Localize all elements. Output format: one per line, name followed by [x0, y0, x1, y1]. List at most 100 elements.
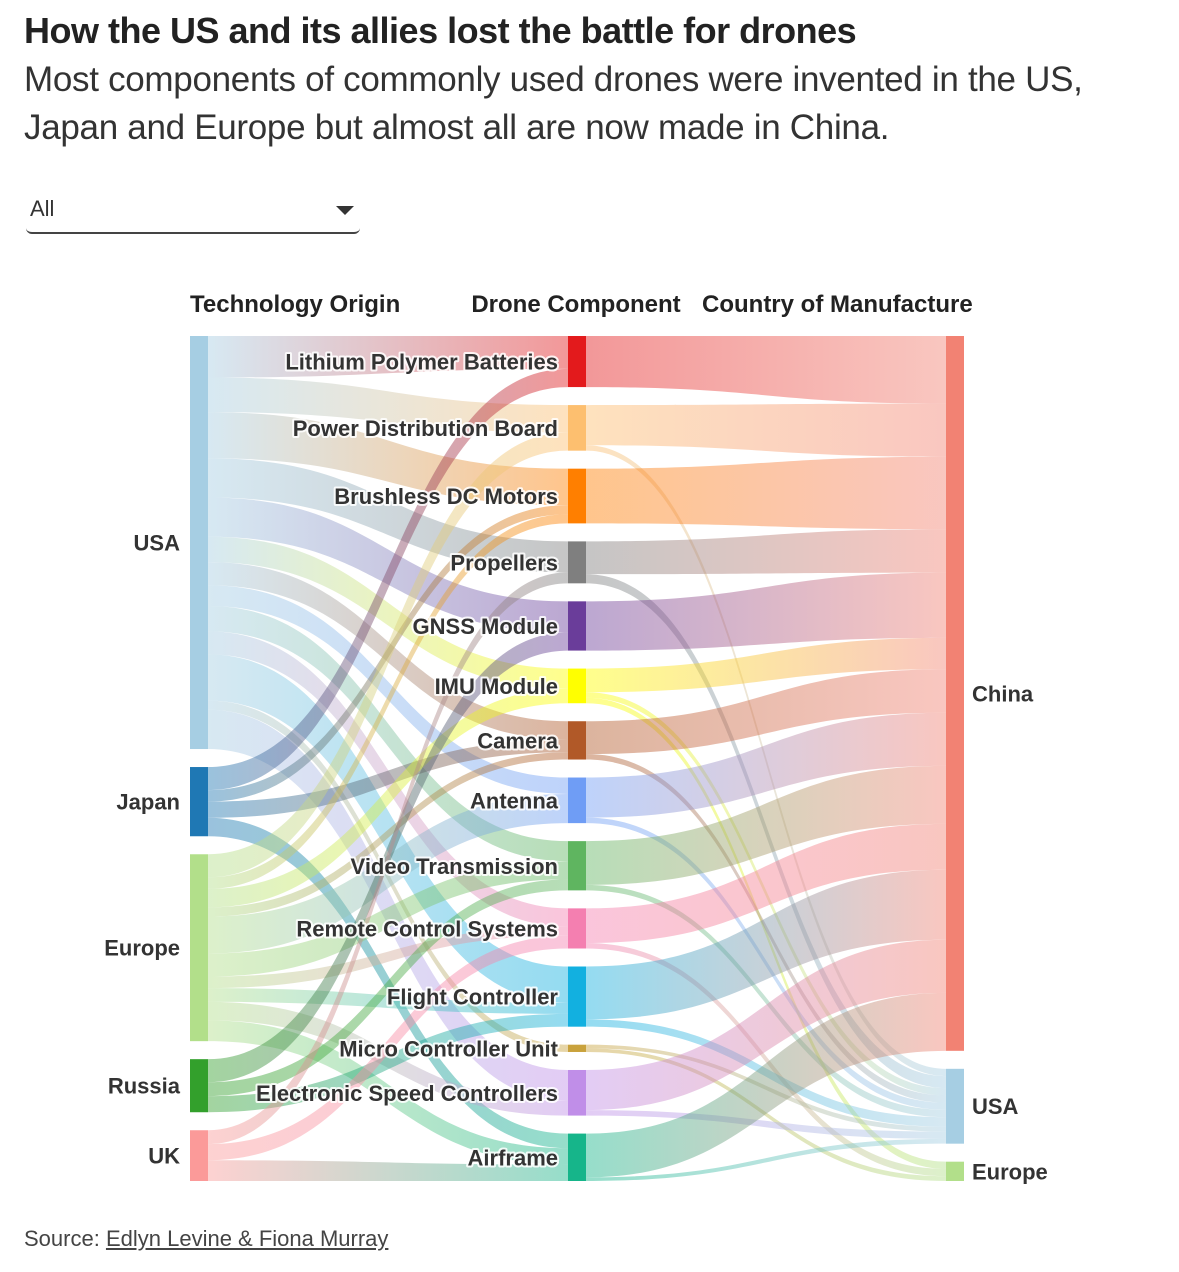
- link-europe-to-remote-control-systems: [208, 926, 568, 989]
- link-remote-control-systems-to-made-in-china: [586, 823, 946, 944]
- origin-label-uk: UK: [148, 1144, 180, 1169]
- origin-label-japan: Japan: [116, 790, 180, 815]
- link-lithium-polymer-batteries-to-made-in-china: [586, 336, 946, 404]
- link-camera-to-made-in-china: [586, 669, 946, 755]
- component-node-electronic-speed-controllers[interactable]: [568, 1069, 586, 1116]
- link-usa-to-video-transmission: [208, 605, 568, 862]
- component-label-power-distribution-board: Power Distribution Board: [293, 416, 558, 441]
- component-node-propellers[interactable]: [568, 541, 586, 584]
- origin-node-usa[interactable]: [190, 336, 208, 750]
- link-flight-controller-to-made-in-china: [586, 869, 946, 1020]
- component-node-antenna[interactable]: [568, 777, 586, 824]
- link-usa-to-antenna: [208, 585, 568, 794]
- component-label-brushless-dc-motors: Brushless DC Motors: [334, 484, 558, 509]
- origin-label-europe: Europe: [104, 936, 180, 961]
- link-electronic-speed-controllers-to-made-in-china: [586, 939, 946, 1111]
- origin-node-uk[interactable]: [190, 1130, 208, 1181]
- link-video-transmission-to-made-in-usa: [586, 884, 946, 1118]
- link-airframe-to-made-in-china: [586, 992, 946, 1178]
- link-europe-to-video-transmission: [208, 861, 568, 977]
- component-node-flight-controller[interactable]: [568, 966, 586, 1027]
- link-uk-to-airframe: [208, 1160, 568, 1181]
- component-label-propellers: Propellers: [450, 550, 558, 575]
- component-label-lithium-polymer-batteries: Lithium Polymer Batteries: [285, 350, 558, 375]
- manufacturer-node-china[interactable]: [946, 336, 964, 1051]
- column-header-drone-component: Drone Component: [471, 291, 680, 318]
- link-uk-to-propellers: [208, 572, 568, 1145]
- origin-node-russia[interactable]: [190, 1059, 208, 1113]
- origin-label-russia: Russia: [108, 1074, 181, 1099]
- link-usa-to-gnss-module: [208, 497, 568, 633]
- link-japan-to-lithium-polymer-batteries: [208, 368, 568, 791]
- link-usa-to-lithium-polymer-batteries: [208, 336, 568, 378]
- component-label-micro-controller-unit: Micro Controller Unit: [339, 1036, 558, 1061]
- link-gnss-module-to-made-in-china: [586, 572, 946, 651]
- component-node-camera[interactable]: [568, 721, 586, 760]
- link-europe-to-imu-module: [208, 688, 568, 908]
- column-header-country-of-manufacture: Country of Manufacture: [702, 291, 973, 318]
- chart-subtitle: Most components of commonly used drones …: [24, 60, 1083, 147]
- component-label-camera: Camera: [477, 728, 558, 753]
- dropdown-selected-value: All: [30, 196, 55, 221]
- manufacturer-label-china: China: [972, 681, 1034, 706]
- sankey-nodes: [190, 336, 964, 1181]
- component-node-remote-control-systems[interactable]: [568, 908, 586, 949]
- component-label-video-transmission: Video Transmission: [351, 854, 558, 879]
- sankey-chart: USA Japan Europe Russia UK Lithium Polymer Ba…: [104, 291, 1048, 1184]
- link-japan-to-camera: [208, 739, 568, 818]
- component-label-electronic-speed-controllers: Electronic Speed Controllers: [256, 1081, 558, 1106]
- component-label-imu-module: IMU Module: [435, 674, 558, 699]
- sankey-labels: USA Japan Europe Russia UK Lithium Polymer Ba…: [104, 291, 1048, 1184]
- component-node-brushless-dc-motors[interactable]: [568, 468, 586, 524]
- link-europe-to-airframe: [208, 1020, 568, 1165]
- source-link[interactable]: Edlyn Levine & Fiona Murray: [105, 1226, 389, 1251]
- link-power-distribution-board-to-made-in-china: [586, 403, 946, 457]
- link-europe-to-antenna: [208, 793, 568, 954]
- chart-title: How the US and its allies lost the battl…: [24, 10, 857, 51]
- link-antenna-to-made-in-china: [586, 712, 946, 818]
- component-node-gnss-module[interactable]: [568, 601, 586, 651]
- component-label-airframe: Airframe: [468, 1145, 558, 1170]
- link-europe-to-brushless-dc-motors: [208, 514, 568, 889]
- link-uk-to-remote-control-systems: [208, 935, 568, 1161]
- link-europe-to-camera: [208, 752, 568, 917]
- link-imu-module-to-made-in-china: [586, 637, 946, 693]
- link-micro-controller-unit-to-made-in-europe: [586, 1048, 946, 1181]
- link-airframe-to-made-in-usa: [586, 1138, 946, 1181]
- origin-label-usa: USA: [134, 531, 181, 556]
- link-propellers-to-made-in-china: [586, 529, 946, 575]
- column-header-technology-origin: Technology Origin: [190, 291, 400, 318]
- source-note: Source: Edlyn Levine & Fiona Murray: [24, 1226, 388, 1252]
- sankey-links: [208, 336, 946, 1181]
- component-label-remote-control-systems: Remote Control Systems: [296, 916, 558, 941]
- component-node-lithium-polymer-batteries[interactable]: [568, 336, 586, 388]
- link-europe-to-power-distribution-board: [208, 432, 568, 878]
- link-brushless-dc-motors-to-made-in-china: [586, 456, 946, 530]
- link-usa-to-imu-module: [208, 536, 568, 689]
- component-label-gnss-module: GNSS Module: [413, 614, 558, 639]
- link-remote-control-systems-to-made-in-europe: [586, 943, 946, 1177]
- manufacturer-node-europe[interactable]: [946, 1161, 964, 1181]
- link-russia-to-video-transmission: [208, 879, 568, 1097]
- origin-node-europe[interactable]: [190, 854, 208, 1042]
- origin-filter-dropdown[interactable]: All: [26, 192, 360, 234]
- link-europe-to-flight-controller: [208, 988, 568, 1014]
- link-video-transmission-to-made-in-china: [586, 765, 946, 885]
- manufacturer-label-usa: USA: [972, 1094, 1019, 1119]
- manufacturer-node-usa[interactable]: [946, 1068, 964, 1144]
- caret-down-icon: [336, 206, 354, 215]
- component-node-airframe[interactable]: [568, 1133, 586, 1181]
- origin-node-japan[interactable]: [190, 767, 208, 837]
- source-label: Source:: [24, 1226, 100, 1251]
- component-node-video-transmission[interactable]: [568, 841, 586, 891]
- component-label-flight-controller: Flight Controller: [387, 985, 559, 1010]
- manufacturer-label-europe: Europe: [972, 1159, 1048, 1184]
- component-label-antenna: Antenna: [470, 788, 559, 813]
- link-usa-to-flight-controller: [208, 654, 568, 1003]
- component-node-power-distribution-board[interactable]: [568, 405, 586, 451]
- component-node-imu-module[interactable]: [568, 668, 586, 704]
- link-usa-to-electronic-speed-controllers: [208, 709, 568, 1101]
- link-russia-to-flight-controller: [208, 1013, 568, 1113]
- link-electronic-speed-controllers-to-made-in-usa: [586, 1110, 946, 1139]
- component-node-micro-controller-unit[interactable]: [568, 1044, 586, 1052]
